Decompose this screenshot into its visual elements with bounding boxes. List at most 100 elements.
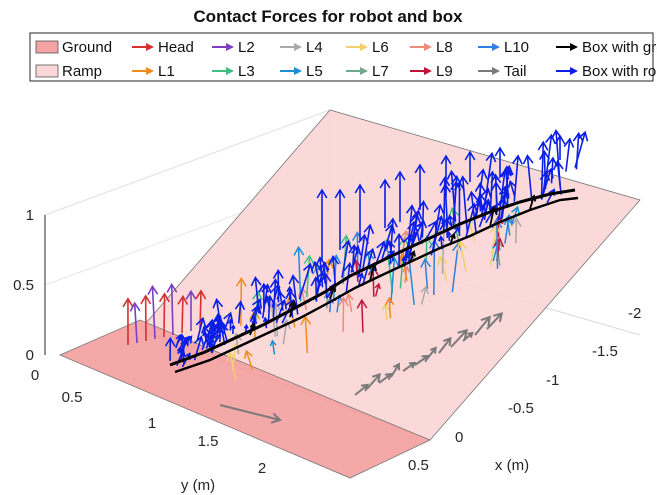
force-arrow-leg: [496, 219, 499, 269]
force-arrow-box-robot-head: [552, 160, 564, 171]
force-arrow-box-robot: [332, 256, 337, 288]
force-arrow-leg: [361, 300, 364, 333]
force-arrow-box-robot-head: [243, 323, 249, 329]
force-arrow-tail: [354, 384, 369, 396]
force-arrow-leg-head: [511, 205, 521, 216]
force-arrow-leg: [245, 350, 254, 370]
force-arrow-leg: [390, 257, 396, 304]
force-arrow-box-robot-head: [405, 204, 417, 215]
force-arrow-leg-head: [235, 276, 247, 287]
force-arrow-box-robot: [205, 320, 213, 349]
force-arrow-box-robot: [381, 224, 394, 260]
force-arrow-box-robot: [546, 189, 555, 204]
force-arrow-box-ground-head: [288, 299, 297, 308]
x-tick-label: 0.5: [408, 457, 429, 474]
force-arrow-box-robot: [254, 277, 260, 314]
force-arrow-head: [151, 286, 156, 340]
force-arrow-leg-head: [243, 349, 253, 359]
x-axis-label: x (m): [495, 457, 529, 474]
legend-label-box-with-ground: Box with ground: [582, 39, 657, 56]
force-arrow-box-robot: [506, 166, 509, 208]
force-arrow-box-robot: [497, 190, 508, 206]
force-arrow-box-robot-head: [433, 203, 445, 214]
force-arrow-leg-head: [323, 291, 332, 299]
force-arrow-box-robot: [249, 299, 261, 323]
force-arrow-box-robot: [319, 257, 324, 288]
force-arrow-leg-head: [297, 286, 309, 298]
force-arrow-leg: [420, 286, 427, 305]
force-arrow-tail: [462, 332, 473, 342]
legend-arrowhead-l3: [226, 67, 234, 75]
force-arrow-box-robot: [513, 155, 519, 202]
force-arrow-leg: [297, 247, 302, 302]
force-arrow-box-robot-head: [385, 239, 396, 250]
force-arrow-box-robot-head: [341, 239, 353, 251]
force-arrow-head: [170, 284, 174, 336]
legend-label-l10: L10: [504, 39, 529, 56]
force-arrow-box-robot: [275, 299, 286, 324]
legend-arrowhead-l6: [360, 43, 368, 51]
force-arrow-tail-head: [467, 331, 474, 339]
force-arrow-box-robot-head: [310, 260, 322, 272]
force-arrow-box-robot-head: [476, 168, 488, 179]
force-arrow-leg: [384, 304, 388, 321]
force-arrow-tail-head: [493, 312, 504, 323]
force-arrow-tail: [402, 362, 416, 372]
force-arrow-box-robot-head: [394, 170, 406, 181]
legend-label-box-with-robot: Box with robot: [582, 63, 657, 80]
force-arrow-box-robot-head: [357, 271, 365, 279]
force-arrow-box-robot: [203, 326, 209, 344]
force-arrow-box-robot: [461, 176, 469, 233]
force-arrow-box-robot-head: [379, 178, 391, 189]
force-arrow-box-robot: [445, 218, 449, 238]
force-arrow-tail: [438, 337, 452, 354]
force-arrow-box-robot: [314, 261, 321, 285]
force-arrow-box-robot-head: [437, 235, 445, 242]
force-arrow-tail: [219, 404, 281, 421]
force-arrow-box-robot-head: [284, 298, 295, 310]
legend-label-ramp: Ramp: [62, 63, 102, 80]
force-arrow-box-robot-head: [230, 324, 236, 330]
legend-arrowhead-l1: [146, 67, 154, 75]
force-arrow-box-robot-head: [269, 278, 281, 289]
force-arrow-box-robot: [222, 325, 229, 343]
legend-label-l5: L5: [306, 63, 323, 80]
force-arrow-leg: [347, 294, 353, 313]
force-arrow-box-robot-head: [220, 323, 229, 333]
legend-swatch-ramp: [35, 64, 59, 78]
force-arrow-box-robot-head: [208, 337, 216, 345]
force-arrow-tail-head: [429, 346, 437, 354]
force-arrow-tail-head: [360, 383, 370, 392]
box-ground-trace-2: [174, 196, 579, 374]
force-arrow-box-robot-head: [251, 297, 263, 309]
force-arrow-box-robot-head: [195, 316, 207, 328]
legend-arrowhead-l8: [424, 43, 432, 51]
force-arrow-tail: [450, 329, 468, 348]
force-arrow-box-robot: [565, 139, 571, 172]
legend-arrowhead-l2: [226, 43, 234, 51]
force-arrow-leg: [388, 298, 392, 319]
legend-label-l7: L7: [372, 63, 389, 80]
force-arrow-leg-head: [436, 255, 448, 266]
x-tick-label: -1: [546, 372, 559, 389]
force-arrow-box-robot: [550, 158, 554, 184]
y-tick-label: 1.5: [198, 433, 219, 450]
force-arrow-box-robot-head: [234, 300, 246, 311]
force-arrow-box-ground: [329, 286, 335, 300]
force-arrow-box-robot-head: [401, 256, 407, 262]
force-arrow-head-head: [166, 282, 178, 293]
force-arrow-box-robot-head: [184, 335, 193, 344]
force-arrow-box-robot: [179, 348, 183, 360]
legend-label-l3: L3: [238, 63, 255, 80]
force-arrow-box-robot: [324, 273, 328, 299]
force-arrow-leg-head: [356, 298, 368, 309]
force-arrow-box-robot-head: [446, 169, 458, 180]
force-arrow-tail-head: [443, 336, 452, 346]
force-arrow-box-robot-head: [498, 197, 508, 208]
y-tick-label: 1: [148, 415, 156, 432]
force-arrow-box-robot: [470, 192, 477, 233]
y-axis-label: y (m): [181, 477, 215, 494]
force-arrow-box-robot-head: [554, 134, 566, 145]
force-arrow-box-robot: [266, 296, 271, 310]
force-arrow-box-robot-head: [466, 190, 478, 201]
